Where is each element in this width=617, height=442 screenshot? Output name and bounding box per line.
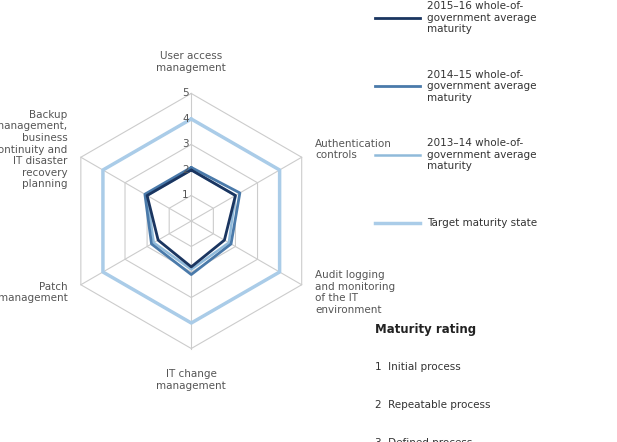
Text: 3  Defined process: 3 Defined process [375, 438, 473, 442]
Text: Maturity rating: Maturity rating [375, 323, 476, 335]
Text: Authentication
controls: Authentication controls [315, 139, 392, 160]
Text: 2: 2 [182, 165, 189, 175]
Text: Patch
management: Patch management [0, 282, 68, 303]
Text: 1  Initial process: 1 Initial process [375, 362, 461, 373]
Text: 1: 1 [182, 191, 189, 201]
Text: 2  Repeatable process: 2 Repeatable process [375, 400, 491, 410]
Text: 3: 3 [182, 140, 189, 149]
Text: 2015–16 whole-of-
government average
maturity: 2015–16 whole-of- government average mat… [427, 1, 536, 34]
Text: 2013–14 whole-of-
government average
maturity: 2013–14 whole-of- government average mat… [427, 138, 536, 171]
Text: 5: 5 [182, 88, 189, 99]
Text: 4: 4 [182, 114, 189, 124]
Text: IT change
management: IT change management [156, 369, 226, 391]
Text: 2014–15 whole-of-
government average
maturity: 2014–15 whole-of- government average mat… [427, 69, 536, 103]
Text: Target maturity state: Target maturity state [427, 218, 537, 228]
Text: User access
management: User access management [156, 51, 226, 73]
Text: Audit logging
and monitoring
of the IT
environment: Audit logging and monitoring of the IT e… [315, 270, 395, 315]
Text: Backup
management,
business
continuity and
IT disaster
recovery
planning: Backup management, business continuity a… [0, 110, 68, 189]
